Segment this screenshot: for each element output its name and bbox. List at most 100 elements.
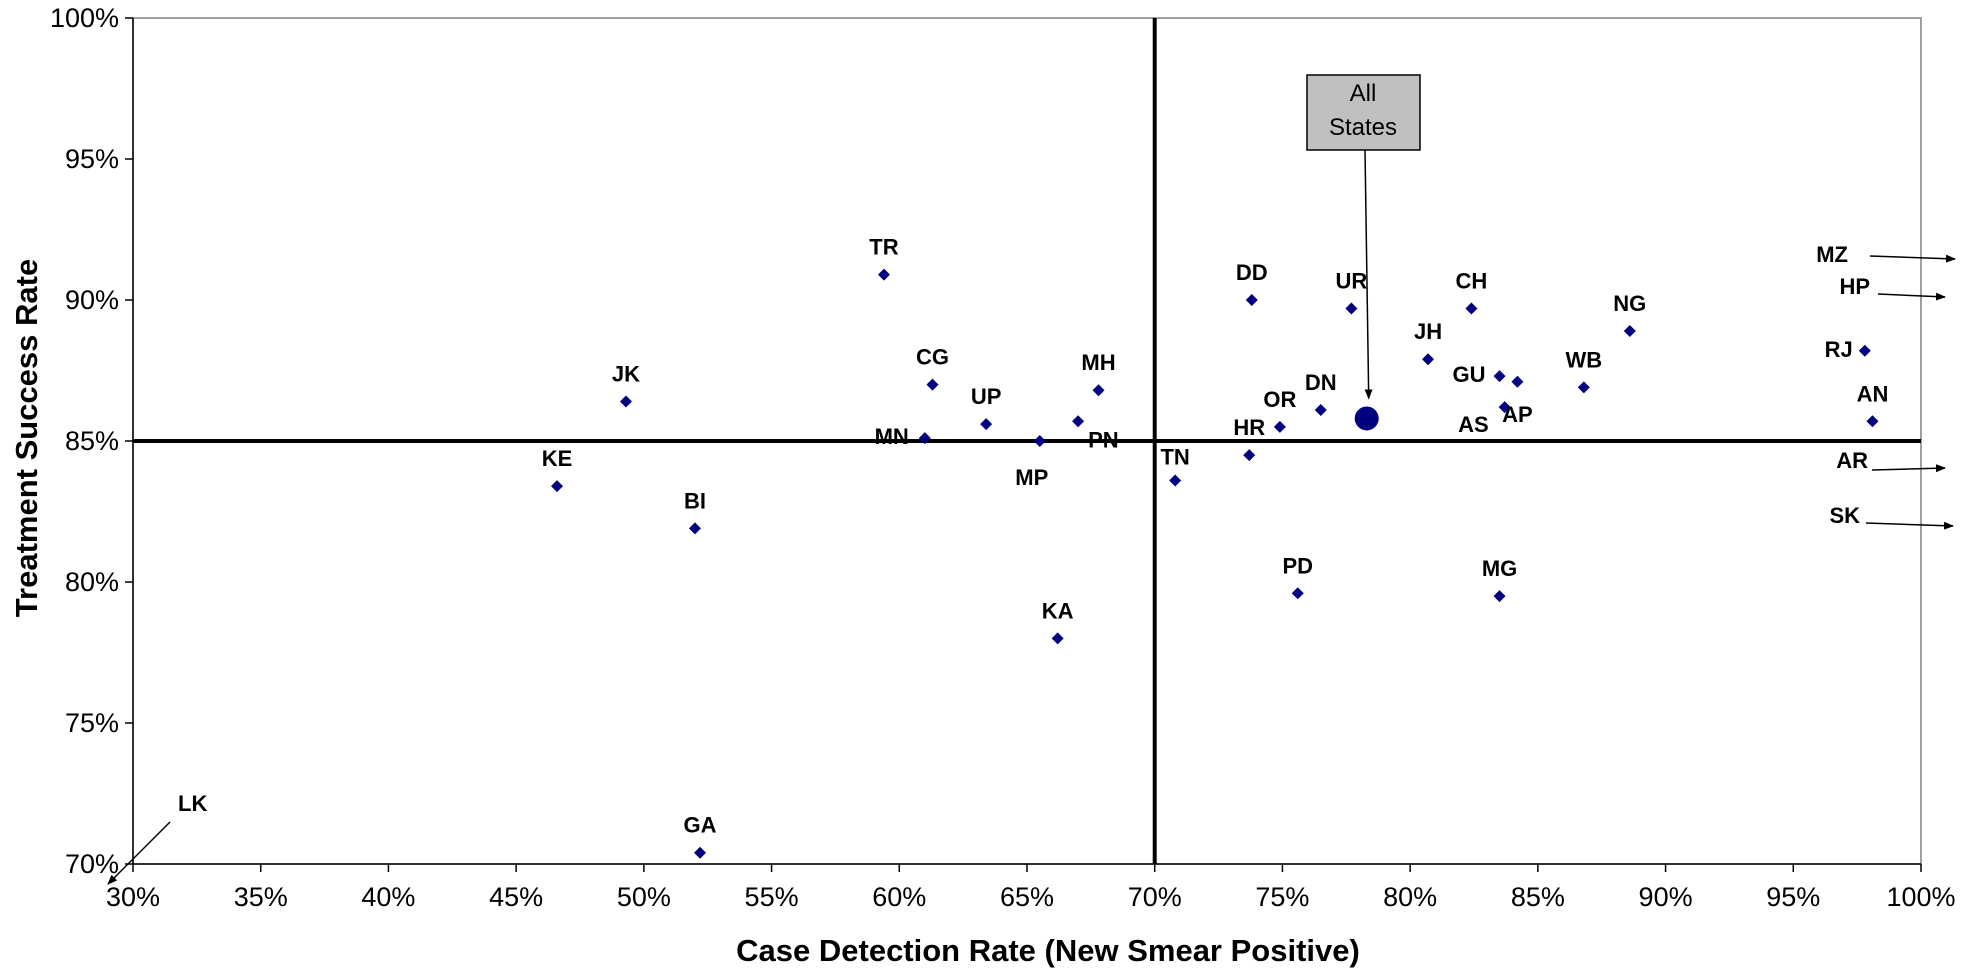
data-point xyxy=(1291,587,1304,600)
x-tick-label: 35% xyxy=(234,882,288,912)
data-point xyxy=(1511,375,1524,388)
data-label: AP xyxy=(1502,402,1533,427)
x-tick-label: 75% xyxy=(1255,882,1309,912)
data-label: MP xyxy=(1015,465,1048,490)
off-chart-markers: MZ HP AR SK LK xyxy=(107,242,1956,885)
x-tick-label: 70% xyxy=(1128,882,1182,912)
data-label: GU xyxy=(1453,362,1486,387)
x-tick-label: 95% xyxy=(1766,882,1820,912)
data-point xyxy=(1273,420,1286,433)
data-point xyxy=(688,522,701,535)
x-tick-label: 80% xyxy=(1383,882,1437,912)
y-tick-label: 90% xyxy=(65,285,119,315)
data-point xyxy=(1577,381,1590,394)
x-tick-label: 60% xyxy=(872,882,926,912)
callout-text: States xyxy=(1329,114,1397,141)
data-label: DD xyxy=(1236,260,1268,285)
data-point xyxy=(926,378,939,391)
off-chart-arrow xyxy=(1877,292,1946,301)
data-label: CH xyxy=(1456,268,1488,293)
x-tick-label: 55% xyxy=(745,882,799,912)
x-tick-label: 100% xyxy=(1886,882,1955,912)
data-label: MH xyxy=(1081,350,1115,375)
data-point xyxy=(1033,435,1046,447)
data-point xyxy=(551,480,564,493)
data-label: PN xyxy=(1088,427,1119,452)
y-tick-label: 100% xyxy=(50,3,119,33)
data-label: JK xyxy=(612,362,640,387)
data-label: RJ xyxy=(1825,337,1853,362)
data-point xyxy=(1498,401,1511,414)
callout-arrow xyxy=(1364,149,1373,400)
x-tick-label: 40% xyxy=(361,882,415,912)
data-label: HR xyxy=(1233,415,1265,440)
data-label: MG xyxy=(1482,556,1517,581)
x-tick-label: 85% xyxy=(1511,882,1565,912)
off-chart-label: MZ xyxy=(1816,242,1848,267)
data-label: UR xyxy=(1336,268,1368,293)
data-point xyxy=(877,268,890,281)
off-chart-label: SK xyxy=(1829,503,1860,528)
y-tick-label: 85% xyxy=(65,426,119,456)
y-tick-label: 70% xyxy=(65,849,119,879)
data-point xyxy=(1866,415,1879,428)
data-label: JH xyxy=(1414,319,1442,344)
x-tick-label: 30% xyxy=(106,882,160,912)
data-label: WB xyxy=(1566,347,1603,372)
callout-text: All xyxy=(1350,80,1377,107)
all-states-callout: All States xyxy=(1306,74,1421,400)
x-tick-label: 90% xyxy=(1639,882,1693,912)
data-point xyxy=(1092,384,1105,397)
data-label: KE xyxy=(542,446,573,471)
data-point xyxy=(1345,302,1358,315)
data-point xyxy=(1493,370,1506,383)
data-label: CG xyxy=(916,345,949,370)
data-point xyxy=(1858,344,1871,357)
data-label: KA xyxy=(1042,598,1074,623)
off-chart-arrow xyxy=(1869,254,1956,263)
off-chart-label: LK xyxy=(178,791,207,816)
data-label: PD xyxy=(1282,553,1313,578)
y-tick-label: 80% xyxy=(65,567,119,597)
data-point xyxy=(1243,449,1256,462)
data-point xyxy=(1493,590,1506,603)
data-label: BI xyxy=(684,488,706,513)
data-point xyxy=(1051,632,1064,645)
y-tick-label: 75% xyxy=(65,708,119,738)
data-point xyxy=(980,418,993,431)
data-label: OR xyxy=(1263,387,1296,412)
data-label: AS xyxy=(1458,412,1489,437)
data-label: MN xyxy=(875,424,909,449)
data-point xyxy=(918,432,931,445)
x-tick-label: 65% xyxy=(1000,882,1054,912)
data-point xyxy=(619,395,632,408)
callout-box xyxy=(1306,74,1421,151)
y-axis-ticks: 70% 75% 80% 85% 90% 95% 100% xyxy=(50,3,134,879)
data-point xyxy=(1314,403,1327,416)
x-tick-label: 50% xyxy=(617,882,671,912)
data-label: TN xyxy=(1160,444,1189,469)
data-label: TR xyxy=(869,235,898,260)
data-point xyxy=(1422,353,1435,366)
data-label: AN xyxy=(1857,381,1889,406)
data-point xyxy=(1245,294,1258,306)
data-point xyxy=(1623,325,1636,338)
x-axis-ticks: 30% 35% 40% 45% 50% 55% 60% 65% 70% 75% 80% 85% 90% 9… xyxy=(106,863,1956,912)
x-axis-title: Case Detection Rate (New Smear Positive) xyxy=(736,933,1360,968)
off-chart-arrow xyxy=(107,821,171,885)
off-chart-arrow xyxy=(1865,521,1954,530)
data-labels: TR JK KE BI GA CG MN UP MP PN MH KA TN HR DD OR PD DN UR JH… xyxy=(542,235,1889,838)
data-point xyxy=(694,846,707,859)
data-point xyxy=(1169,474,1182,487)
x-tick-label: 45% xyxy=(489,882,543,912)
data-point xyxy=(1465,302,1478,315)
y-tick-label: 95% xyxy=(65,144,119,174)
data-points xyxy=(551,268,1879,859)
all-states-point xyxy=(1354,406,1379,431)
data-label: NG xyxy=(1613,291,1646,316)
off-chart-label: HP xyxy=(1839,274,1870,299)
off-chart-arrow xyxy=(1871,464,1946,473)
data-point xyxy=(1072,415,1085,428)
data-label: UP xyxy=(971,384,1002,409)
